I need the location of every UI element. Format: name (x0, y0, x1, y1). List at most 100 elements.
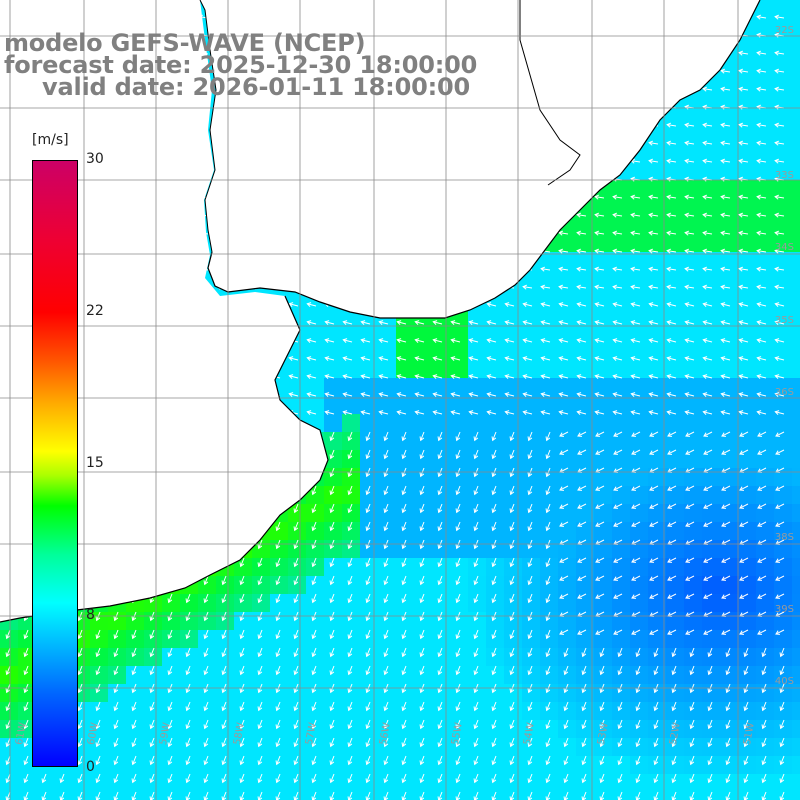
wind-arrow (721, 431, 731, 437)
wind-arrow (365, 791, 371, 800)
wind-arrow (725, 647, 731, 658)
wind-arrow (648, 392, 659, 397)
wind-arrow (631, 575, 641, 581)
wind-arrow (756, 14, 767, 20)
wind-arrow (311, 575, 317, 586)
wind-arrow (527, 773, 533, 784)
wind-arrow (504, 410, 515, 415)
wind-arrow (306, 302, 317, 307)
wind-arrow (468, 356, 479, 361)
wind-arrow (149, 665, 155, 676)
wind-arrow (383, 521, 389, 532)
wind-arrow (383, 557, 389, 568)
wind-arrow (667, 575, 677, 581)
land-mask (0, 0, 761, 623)
wind-arrow (595, 485, 605, 491)
wind-arrow (450, 338, 461, 343)
wind-arrow (509, 593, 515, 604)
wind-arrow (671, 791, 677, 800)
wind-arrow (486, 392, 497, 397)
wind-arrow (738, 230, 749, 236)
wind-arrow (707, 719, 713, 730)
wind-arrow (473, 485, 479, 496)
wind-arrow (666, 338, 677, 343)
wind-arrow (725, 791, 731, 800)
wind-arrow (702, 230, 713, 236)
wind-arrow (491, 575, 497, 586)
wind-arrow (612, 374, 623, 379)
wind-arrow (378, 338, 389, 343)
wind-arrow (743, 647, 749, 658)
wind-arrow (599, 665, 605, 676)
wind-arrow (779, 791, 785, 800)
wind-arrow (365, 629, 371, 640)
wind-arrow (324, 374, 335, 379)
wind-arrow (631, 557, 641, 563)
wind-arrow (577, 575, 587, 581)
wind-arrow (311, 503, 317, 514)
wind-arrow (509, 557, 515, 568)
wind-arrow (293, 791, 299, 800)
wind-arrow (545, 503, 551, 514)
wind-arrow (666, 158, 677, 164)
wind-arrow (779, 719, 785, 730)
wind-arrow (473, 629, 479, 640)
wind-arrow (455, 431, 461, 442)
wind-arrow (360, 392, 371, 397)
wind-arrow (185, 755, 191, 766)
wind-arrow (77, 629, 83, 640)
wind-arrow (594, 392, 605, 397)
wind-arrow (775, 593, 785, 599)
wind-arrow (635, 773, 641, 784)
wind-arrow (383, 503, 389, 514)
wind-arrow (761, 791, 767, 800)
wind-arrow (581, 701, 587, 712)
wind-arrow (401, 665, 407, 676)
wind-arrow (257, 791, 263, 800)
wind-arrow (576, 356, 587, 361)
wind-arrow (288, 392, 299, 397)
wind-arrow (401, 593, 407, 604)
wind-arrow (360, 410, 371, 415)
wind-arrow (599, 755, 605, 766)
wind-arrow (365, 521, 371, 532)
wind-arrow (756, 86, 767, 92)
wind-arrow (559, 521, 569, 527)
wind-arrow (595, 593, 605, 599)
wind-arrow (774, 212, 785, 218)
wind-arrow (347, 755, 353, 766)
wind-arrow (720, 248, 731, 254)
wind-arrow (649, 593, 659, 599)
wind-arrow (522, 320, 533, 325)
wind-arrow (743, 755, 749, 766)
wind-arrow (761, 719, 767, 730)
wind-arrow (221, 629, 227, 640)
wind-arrow (576, 230, 587, 236)
wind-arrow (365, 701, 371, 712)
wind-arrow (702, 122, 713, 128)
wind-arrow (774, 302, 785, 307)
wind-arrow (617, 737, 623, 748)
forecast-date: forecast date: 2025-12-30 18:00:00 (4, 51, 478, 79)
wind-arrow (540, 320, 551, 325)
wind-arrow (774, 410, 785, 415)
wind-arrow (545, 521, 551, 532)
wind-arrow (612, 338, 623, 343)
wind-arrow (671, 773, 677, 784)
wind-arrow (757, 521, 767, 527)
wind-arrow (721, 503, 731, 509)
wind-arrow (437, 647, 443, 658)
wind-arrow (738, 320, 749, 325)
wind-arrow (221, 755, 227, 766)
wind-arrow (685, 485, 695, 491)
wind-arrow (522, 302, 533, 307)
wind-arrow (667, 629, 677, 635)
model-title: modelo GEFS-WAVE (NCEP) (4, 29, 366, 57)
wind-arrow (774, 122, 785, 128)
wind-arrow (77, 737, 83, 748)
wind-arrow (576, 266, 587, 272)
wind-arrow (577, 485, 587, 491)
wind-arrow (648, 284, 659, 290)
wind-arrow (559, 431, 569, 437)
wind-arrow (347, 719, 353, 730)
